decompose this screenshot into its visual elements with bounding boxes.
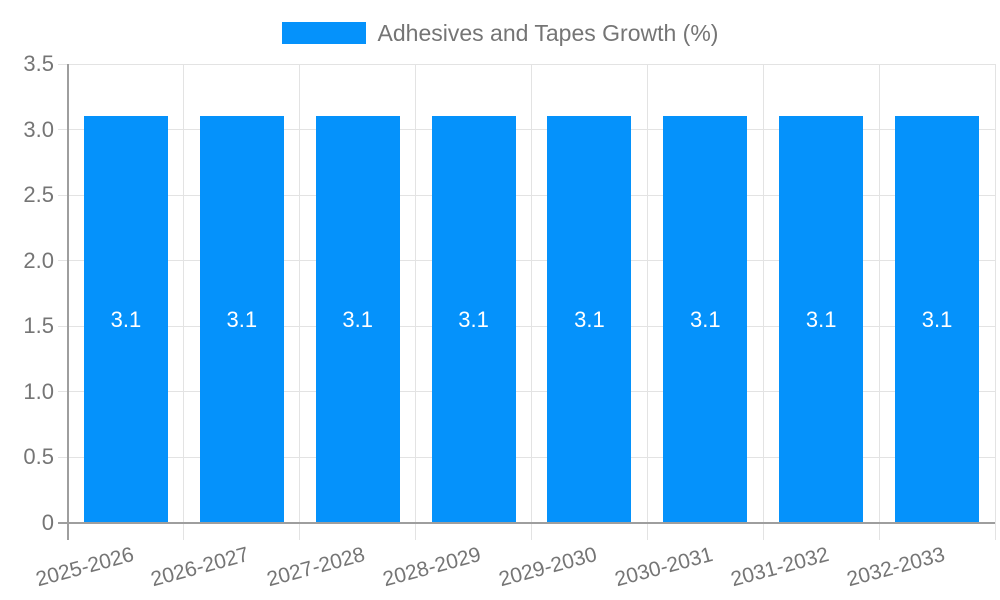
y-tick-label: 3.5 [23,51,54,76]
bar [83,116,168,523]
y-tick-label: 1.0 [23,378,54,404]
x-tick-label: 2030-2031 [612,543,716,592]
bar [199,116,284,523]
y-tick-label: 1.5 [23,313,54,339]
x-tick-label: 2028-2029 [380,543,484,592]
bar-value-label: 3.1 [110,306,142,332]
y-tick-label: 3.0 [23,116,54,142]
x-gridline [299,64,301,540]
x-axis-baseline [58,522,995,524]
bar [779,116,864,523]
x-gridline [762,64,764,540]
y-tick-label: 0 [41,510,54,535]
y-tick-label: 0.5 [23,444,54,470]
bar-value-label: 3.1 [921,306,953,332]
y-gridline [58,391,995,393]
bar-value-label: 3.1 [805,306,837,332]
x-tick-label: 2026-2027 [148,543,252,592]
bar-value-label: 3.1 [690,306,721,332]
bar [431,116,516,523]
y-gridline [58,456,995,458]
y-gridline [58,260,995,262]
x-tick-label: 2029-2030 [496,543,600,592]
x-gridline [183,64,185,540]
y-axis-line [67,64,69,540]
y-tick-label: 2.0 [23,247,54,273]
bar-value-label: 3.1 [458,306,489,332]
y-tick-label: 2.5 [23,182,54,208]
x-gridline [531,64,532,540]
x-gridline [646,64,648,540]
x-gridline [878,64,880,540]
x-tick-label: 2032-2033 [844,543,948,592]
x-tick-label: 2025-2026 [32,543,136,592]
legend-label: Adhesives and Tapes Growth (%) [377,19,719,46]
bar [663,116,748,523]
bar-value-label: 3.1 [342,306,373,332]
y-gridline [58,194,995,196]
y-gridline [58,129,995,131]
bar [895,116,980,523]
x-tick-label: 2031-2032 [728,543,832,592]
legend: Adhesives and Tapes Growth (%) [0,20,1000,46]
x-tick-label: 2027-2028 [264,543,368,592]
bar [547,116,632,523]
y-gridline [58,325,995,327]
x-gridline [994,64,996,540]
bar [315,116,400,523]
bar-value-label: 3.1 [226,306,258,332]
y-gridline [58,63,995,65]
x-gridline [415,64,417,540]
bar-value-label: 3.1 [574,306,605,332]
legend-swatch [281,22,366,44]
